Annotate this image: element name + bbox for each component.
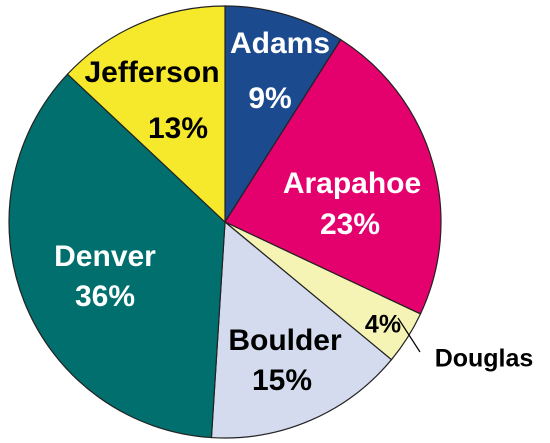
value-label: 23%	[320, 208, 380, 241]
pie-slice	[66, 5, 226, 224]
value-label: 15%	[252, 364, 312, 397]
value-label: 13%	[148, 112, 208, 145]
pie-slice	[210, 220, 393, 439]
slice-label: Boulder	[228, 324, 342, 357]
slice-label: Douglas	[435, 345, 534, 373]
slice-label: Denver	[54, 240, 156, 273]
slice-label: Arapahoe	[283, 167, 421, 200]
pie-slice	[224, 38, 442, 315]
slice-label: Adams	[230, 27, 330, 60]
value-label: 36%	[75, 280, 135, 313]
pie-slice	[8, 73, 226, 439]
slice-label: Jefferson	[84, 56, 219, 89]
value-label: 9%	[248, 82, 291, 115]
leader-line	[397, 317, 421, 353]
value-label: 4%	[365, 311, 401, 339]
pie-slice	[224, 5, 342, 225]
